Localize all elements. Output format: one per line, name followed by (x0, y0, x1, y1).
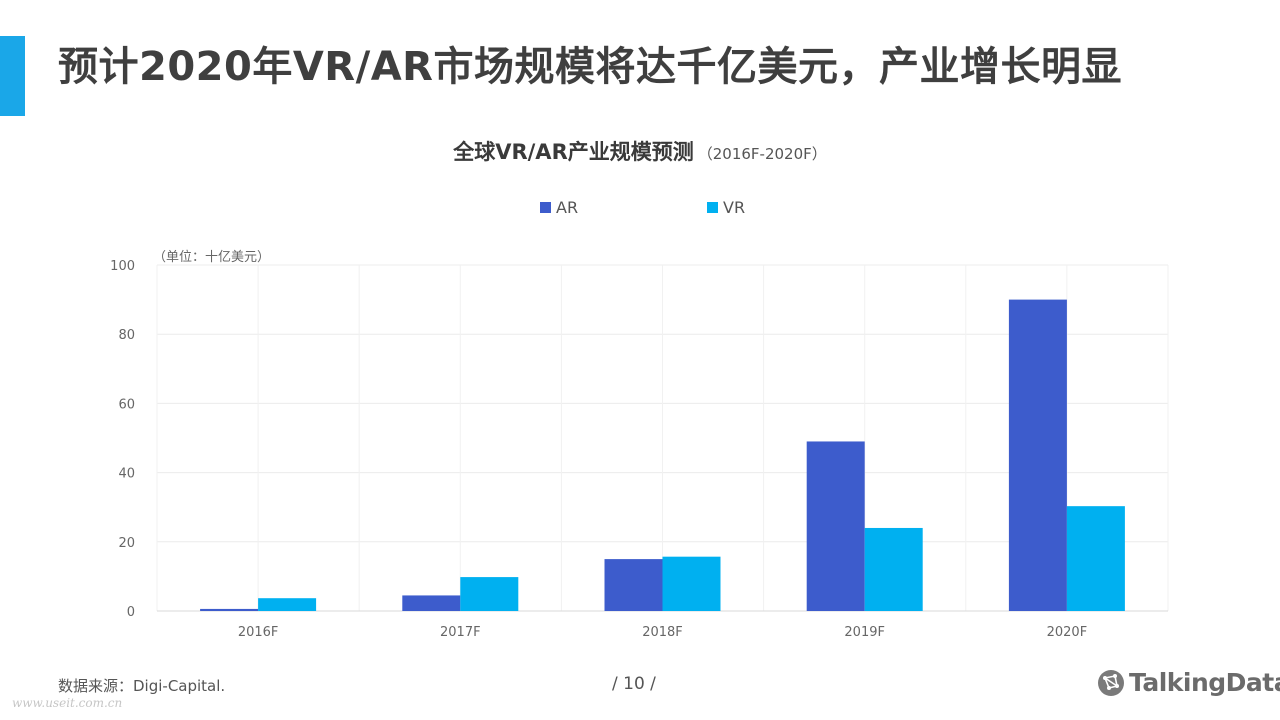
brand-name: TalkingData (1129, 668, 1280, 697)
bar-vr (1066, 506, 1125, 611)
y-tick-label: 0 (127, 605, 135, 620)
legend-swatch-vr (707, 202, 718, 213)
legend-swatch-ar (540, 202, 551, 213)
talkingdata-logo-icon (1098, 669, 1124, 696)
x-tick-label: 2017F (440, 625, 481, 640)
bar-vr (258, 598, 317, 611)
legend-item-ar: AR (540, 198, 578, 217)
page-number: / 10 / (612, 674, 656, 694)
y-tick-label: 100 (110, 259, 135, 274)
title-accent-bar (0, 36, 25, 116)
watermark: www.useit.com.cn (12, 696, 123, 710)
unit-label: （单位：十亿美元） (153, 250, 271, 265)
x-tick-label: 2019F (844, 625, 885, 640)
y-tick-label: 40 (118, 467, 135, 482)
bar-ar (1008, 299, 1067, 611)
chart-title-subtitle: （2016F-2020F） (697, 145, 827, 163)
bar-ar (806, 441, 865, 611)
bar-ar (402, 595, 461, 611)
bar-ar (604, 559, 663, 611)
bar-vr (662, 556, 721, 611)
bar-ar (200, 608, 259, 611)
y-tick-label: 20 (118, 536, 135, 551)
x-tick-label: 2018F (642, 625, 683, 640)
chart-title-main: 全球VR/AR产业规模预测 (453, 140, 694, 164)
bar-vr (864, 527, 923, 611)
data-source: 数据来源：Digi-Capital. (58, 677, 226, 695)
x-tick-label: 2020F (1047, 625, 1088, 640)
y-tick-label: 60 (118, 397, 135, 412)
legend-item-vr: VR (707, 198, 745, 217)
legend-label-vr: VR (723, 198, 746, 217)
x-tick-label: 2016F (238, 625, 279, 640)
brand-logo: TalkingData (1097, 668, 1280, 697)
y-tick-label: 80 (118, 328, 135, 343)
chart-title: 全球VR/AR产业规模预测 （2016F-2020F） (0, 136, 1280, 166)
bar-vr (460, 577, 519, 611)
slide-title: 预计2020年VR/AR市场规模将达千亿美元，产业增长明显 (58, 44, 1122, 90)
legend-label-ar: AR (556, 198, 579, 217)
